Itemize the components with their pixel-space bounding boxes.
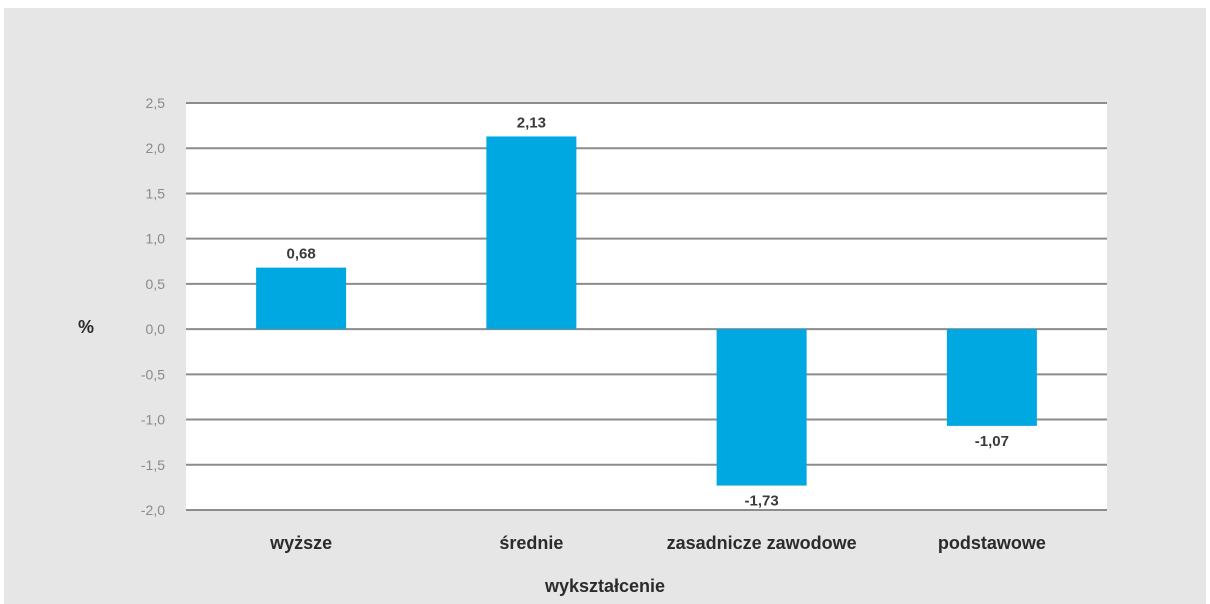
y-tick-label: 1,5	[146, 185, 166, 201]
x-category-label: podstawowe	[938, 533, 1046, 553]
bar	[486, 136, 577, 330]
y-tick-label: -1,5	[141, 457, 165, 473]
x-axis-categories: wyższe średnie zasadnicze zawodowe podstawo…	[269, 533, 1046, 553]
y-tick-label: -1,0	[141, 412, 165, 428]
bar	[716, 329, 807, 486]
y-axis-label: %	[78, 317, 94, 337]
y-tick-label: 0,0	[146, 321, 166, 337]
x-category-label: zasadnicze zawodowe	[667, 533, 857, 553]
data-label: 2,13	[517, 114, 546, 131]
bar	[256, 267, 347, 330]
x-category-label: wyższe	[269, 533, 332, 553]
y-tick-label: 1,0	[146, 231, 166, 247]
y-tick-label: -2,0	[141, 502, 165, 518]
x-category-label: średnie	[499, 533, 563, 553]
y-tick-label: 2,0	[146, 140, 166, 156]
y-tick-label: 0,5	[146, 276, 166, 292]
bar	[946, 329, 1037, 426]
y-tick-label: -0,5	[141, 366, 165, 382]
x-axis-label: wykształcenie	[544, 576, 665, 596]
bars	[256, 136, 1037, 486]
data-label: 0,68	[287, 246, 316, 263]
data-labels: 0,68 2,13 -1,73 -1,07	[287, 114, 1009, 509]
y-axis-ticks: 2,5 2,0 1,5 1,0 0,5 0,0 -0,5 -1,0 -1,5 -2,0	[141, 95, 165, 518]
y-tick-label: 2,5	[146, 95, 166, 111]
data-label: -1,73	[745, 493, 779, 510]
data-label: -1,07	[975, 433, 1009, 450]
